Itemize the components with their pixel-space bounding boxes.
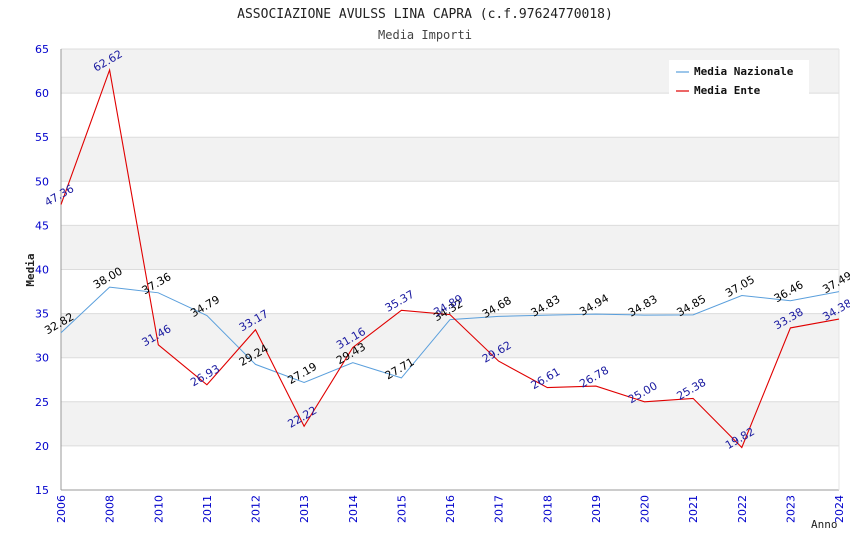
x-tick-label: 2015 — [395, 495, 408, 523]
data-label-nazionale: 36.46 — [772, 278, 806, 305]
y-tick-label: 50 — [35, 175, 49, 188]
legend-label-ente: Media Ente — [694, 84, 761, 97]
axes — [60, 49, 840, 491]
x-tick-label: 2014 — [347, 495, 360, 523]
legend: Media Nazionale Media Ente — [669, 60, 809, 98]
x-tick-label: 2024 — [833, 495, 846, 523]
chart-subtitle: Media Importi — [378, 28, 472, 42]
y-tick-label: 20 — [35, 440, 49, 453]
legend-label-nazionale: Media Nazionale — [694, 65, 794, 78]
grid-band — [61, 225, 839, 270]
chart-title: ASSOCIAZIONE AVULSS LINA CAPRA (c.f.9762… — [237, 7, 613, 22]
series-line-ente — [60, 67, 840, 449]
grid-band — [61, 401, 839, 446]
x-tick-label: 2008 — [104, 495, 117, 523]
data-label-ente: 26.61 — [529, 365, 563, 392]
y-tick-label: 65 — [35, 43, 49, 56]
x-tick-label: 2022 — [736, 495, 749, 523]
grid-band — [61, 137, 839, 182]
y-tick-label: 25 — [35, 396, 49, 409]
y-tick-label: 40 — [35, 264, 49, 277]
x-tick-label: 2018 — [541, 495, 554, 523]
data-label-nazionale: 27.19 — [285, 360, 319, 387]
x-tick-label: 2013 — [298, 495, 311, 523]
plot-background-bands — [61, 49, 839, 446]
x-tick-label: 2020 — [639, 495, 652, 523]
data-label-nazionale: 27.71 — [383, 355, 417, 382]
y-axis-label: Media — [24, 253, 37, 286]
x-tick-label: 2011 — [201, 495, 214, 523]
y-axis-ticks: 15 20 25 30 35 40 45 50 55 60 65 — [35, 43, 49, 497]
y-tick-label: 45 — [35, 219, 49, 232]
data-label-ente: 26.93 — [188, 362, 222, 389]
data-label-nazionale: 37.36 — [140, 270, 174, 297]
x-tick-label: 2012 — [250, 495, 263, 523]
y-tick-label: 35 — [35, 308, 49, 321]
x-tick-label: 2017 — [493, 495, 506, 523]
grid-band — [61, 313, 839, 358]
y-tick-label: 55 — [35, 131, 49, 144]
legend-box — [669, 60, 809, 98]
y-tick-label: 30 — [35, 352, 49, 365]
x-axis-ticks: 2006 2008 2010 2011 2012 2013 2014 2015 2016 2017… — [55, 495, 846, 523]
gridlines — [61, 48, 839, 491]
x-axis-label: Anno — [811, 518, 838, 531]
y-tick-label: 15 — [35, 484, 49, 497]
x-tick-label: 2016 — [444, 495, 457, 523]
y-tick-label: 60 — [35, 87, 49, 100]
x-tick-label: 2021 — [687, 495, 700, 523]
series-line-nazionale — [60, 286, 840, 384]
x-tick-label: 2010 — [152, 495, 165, 523]
x-tick-label: 2023 — [784, 495, 797, 523]
series-lines — [60, 67, 840, 449]
x-tick-label: 2019 — [590, 495, 603, 523]
x-tick-label: 2006 — [55, 495, 68, 523]
